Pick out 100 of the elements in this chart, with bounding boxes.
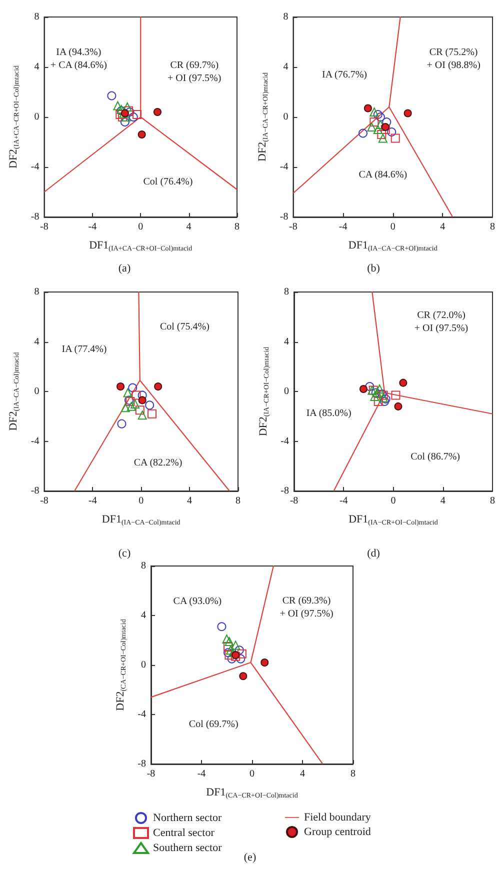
- annotation: Col (69.7%): [188, 718, 238, 730]
- point: [364, 104, 372, 112]
- y-tick-label: 0: [141, 660, 146, 670]
- point: [367, 122, 376, 132]
- annotation: CA (82.2%): [134, 458, 182, 469]
- annotation: Col (86.7%): [410, 452, 460, 463]
- point: [239, 672, 248, 680]
- point: [138, 396, 146, 404]
- point: [236, 654, 246, 664]
- x-tick-label: -4: [197, 768, 206, 780]
- point: [138, 130, 146, 138]
- point: [217, 622, 226, 632]
- point: [359, 385, 368, 394]
- y-tick-label: 8: [283, 12, 288, 22]
- y-tick-label: 4: [283, 62, 288, 72]
- point: [404, 109, 412, 118]
- x-tick-label: -4: [339, 496, 348, 506]
- legend-label: Field boundary: [304, 812, 372, 824]
- text: (e): [244, 852, 256, 864]
- legend-label: Southern sector: [153, 842, 222, 854]
- line-series: [44, 16, 238, 193]
- x-tick-label: -4: [88, 496, 97, 506]
- x-tick-label: 0: [250, 768, 254, 780]
- legend-label: Group centroid: [304, 826, 372, 838]
- point: [376, 112, 385, 122]
- point: [128, 112, 138, 122]
- point: [145, 400, 154, 410]
- annotation: CA (93.0%): [173, 596, 222, 608]
- y-tick-label: 8: [141, 560, 146, 572]
- point: [399, 378, 408, 387]
- point: [234, 646, 244, 655]
- point: [370, 392, 380, 401]
- annotation: Col (75.4%): [160, 321, 210, 332]
- point: [373, 125, 382, 134]
- text: (d): [367, 548, 380, 560]
- annotation: Col (76.4%): [143, 176, 193, 188]
- point: [373, 110, 382, 119]
- y-tick-label: 0: [284, 386, 289, 397]
- point: [260, 658, 269, 667]
- x-tick-label: 4: [300, 768, 305, 780]
- point: [224, 650, 234, 660]
- point: [227, 654, 236, 664]
- y-tick-label: 4: [141, 610, 146, 621]
- annotation: IA (77.4%): [62, 344, 107, 356]
- point: [390, 134, 400, 143]
- x-tick-label: 0: [390, 222, 396, 232]
- point: [381, 394, 390, 404]
- x-tick-label: 4: [440, 496, 446, 506]
- point: [358, 128, 368, 138]
- y-tick-label: -8: [280, 212, 288, 222]
- annotation: CR (69.3%) + OI (97.5%): [280, 596, 334, 620]
- point: [381, 123, 390, 131]
- text: (c): [118, 548, 131, 560]
- y-tick-label: 0: [283, 112, 288, 122]
- point: [120, 403, 130, 412]
- y-tick-label: -8: [280, 486, 289, 496]
- point: [148, 409, 157, 418]
- point: [224, 636, 234, 646]
- point: [365, 382, 374, 392]
- x-tick-label: 8: [234, 222, 240, 232]
- y-tick-label: 8: [34, 12, 40, 22]
- point: [394, 402, 402, 410]
- y-tick-label: 0: [34, 112, 40, 122]
- point: [391, 390, 400, 400]
- point: [113, 101, 122, 110]
- point: [126, 402, 136, 411]
- annotation: IA (85.0%): [306, 408, 352, 419]
- x-tick-label: 8: [490, 222, 495, 232]
- legend-label: Central sector: [153, 827, 215, 839]
- point: [370, 118, 379, 126]
- y-tick-label: -4: [30, 162, 40, 172]
- y-tick-label: 4: [284, 336, 289, 348]
- point: [128, 383, 138, 392]
- point: [117, 419, 126, 428]
- point: [132, 390, 141, 400]
- annotation: CR (72.0%) + OI (97.5%): [414, 310, 468, 334]
- x-tick-label: 8: [490, 496, 495, 506]
- point: [123, 388, 132, 398]
- point: [224, 648, 233, 658]
- point: [222, 634, 232, 644]
- point: [387, 128, 396, 136]
- point: [107, 91, 116, 100]
- y-tick-label: -4: [138, 709, 146, 720]
- point: [135, 406, 144, 415]
- x-tick-label: 4: [440, 222, 446, 232]
- y-tick-label: -4: [30, 436, 40, 447]
- point: [377, 130, 386, 139]
- x-tick-label: 8: [236, 496, 240, 506]
- x-tick-label: -4: [338, 222, 348, 232]
- point: [375, 384, 384, 394]
- y-tick-label: -4: [280, 436, 289, 447]
- point: [378, 393, 388, 402]
- y-tick-label: 0: [34, 386, 40, 397]
- point: [120, 118, 130, 126]
- x-tick-label: -4: [88, 222, 97, 232]
- text: (a): [118, 262, 131, 274]
- annotation: IA (76.7%): [322, 70, 368, 80]
- point: [116, 382, 125, 391]
- text: (b): [367, 262, 380, 274]
- annotation: IA (94.3%) + CA (84.6%): [50, 47, 107, 71]
